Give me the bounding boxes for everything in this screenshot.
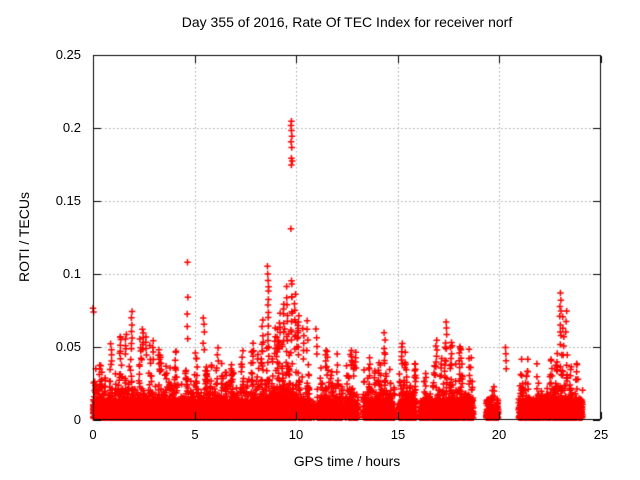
x-axis-label: GPS time / hours (293, 453, 401, 469)
y-tick-label-0.1: 0.1 (62, 266, 81, 281)
y-tick-label-0.05: 0.05 (55, 339, 81, 354)
chart-title: Day 355 of 2016, Rate Of TEC Index for r… (181, 14, 513, 30)
x-tick-label-0: 0 (89, 427, 97, 442)
y-axis-label: ROTI / TECUs (16, 192, 32, 282)
x-tick-label-20: 20 (491, 427, 507, 442)
y-tick-label-0.2: 0.2 (62, 120, 81, 135)
x-tick-label-10: 10 (288, 427, 304, 442)
x-tick-label-25: 25 (593, 427, 609, 442)
x-tick-label-5: 5 (191, 427, 199, 442)
y-tick-label-0: 0 (73, 412, 81, 427)
y-tick-label-0.25: 0.25 (55, 47, 81, 62)
y-tick-label-0.15: 0.15 (55, 193, 81, 208)
x-tick-label-15: 15 (390, 427, 406, 442)
